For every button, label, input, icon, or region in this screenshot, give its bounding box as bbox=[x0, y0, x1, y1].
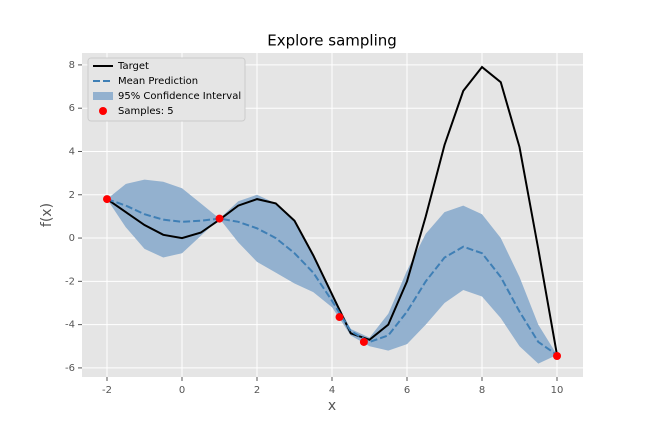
sample-point bbox=[359, 337, 368, 346]
legend-swatch bbox=[99, 107, 107, 115]
legend-label: Mean Prediction bbox=[118, 76, 198, 87]
confidence-band bbox=[107, 179, 558, 364]
y-tick-label: 4 bbox=[69, 146, 75, 157]
x-axis-label: x bbox=[328, 398, 336, 414]
sample-point bbox=[103, 195, 112, 204]
y-tick-label: 2 bbox=[69, 190, 75, 201]
x-tick-label: 4 bbox=[329, 385, 335, 396]
legend-box bbox=[87, 57, 246, 122]
y-tick-label: -4 bbox=[65, 320, 75, 331]
sample-point bbox=[335, 313, 344, 322]
legend: Target Mean Prediction 95% Confidence Inte… bbox=[87, 57, 246, 122]
x-tick-label: -2 bbox=[102, 385, 112, 396]
x-tick-label: 6 bbox=[404, 385, 410, 396]
y-tick-label: -6 bbox=[65, 363, 75, 374]
x-tick-label: 0 bbox=[179, 385, 185, 396]
y-tick-label: 8 bbox=[69, 60, 75, 71]
line bbox=[106, 65, 558, 356]
legend-label: Target bbox=[117, 61, 149, 72]
marks bbox=[103, 65, 562, 364]
sample-point bbox=[215, 214, 224, 223]
y-axis-label: f(x) bbox=[39, 203, 55, 227]
x-tick-label: 2 bbox=[254, 385, 260, 396]
x-tick-label: 8 bbox=[479, 385, 485, 396]
legend-swatch bbox=[93, 92, 113, 100]
line bbox=[106, 198, 558, 356]
sample-point bbox=[553, 352, 562, 361]
legend-label: Samples: 5 bbox=[118, 106, 174, 117]
y-tick-label: -2 bbox=[65, 276, 75, 287]
legend-label: 95% Confidence Interval bbox=[118, 91, 241, 102]
y-tick-label: 0 bbox=[69, 233, 75, 244]
chart-title: Explore sampling bbox=[267, 32, 397, 50]
x-tick-label: 10 bbox=[551, 385, 564, 396]
y-tick-label: 6 bbox=[69, 103, 75, 114]
